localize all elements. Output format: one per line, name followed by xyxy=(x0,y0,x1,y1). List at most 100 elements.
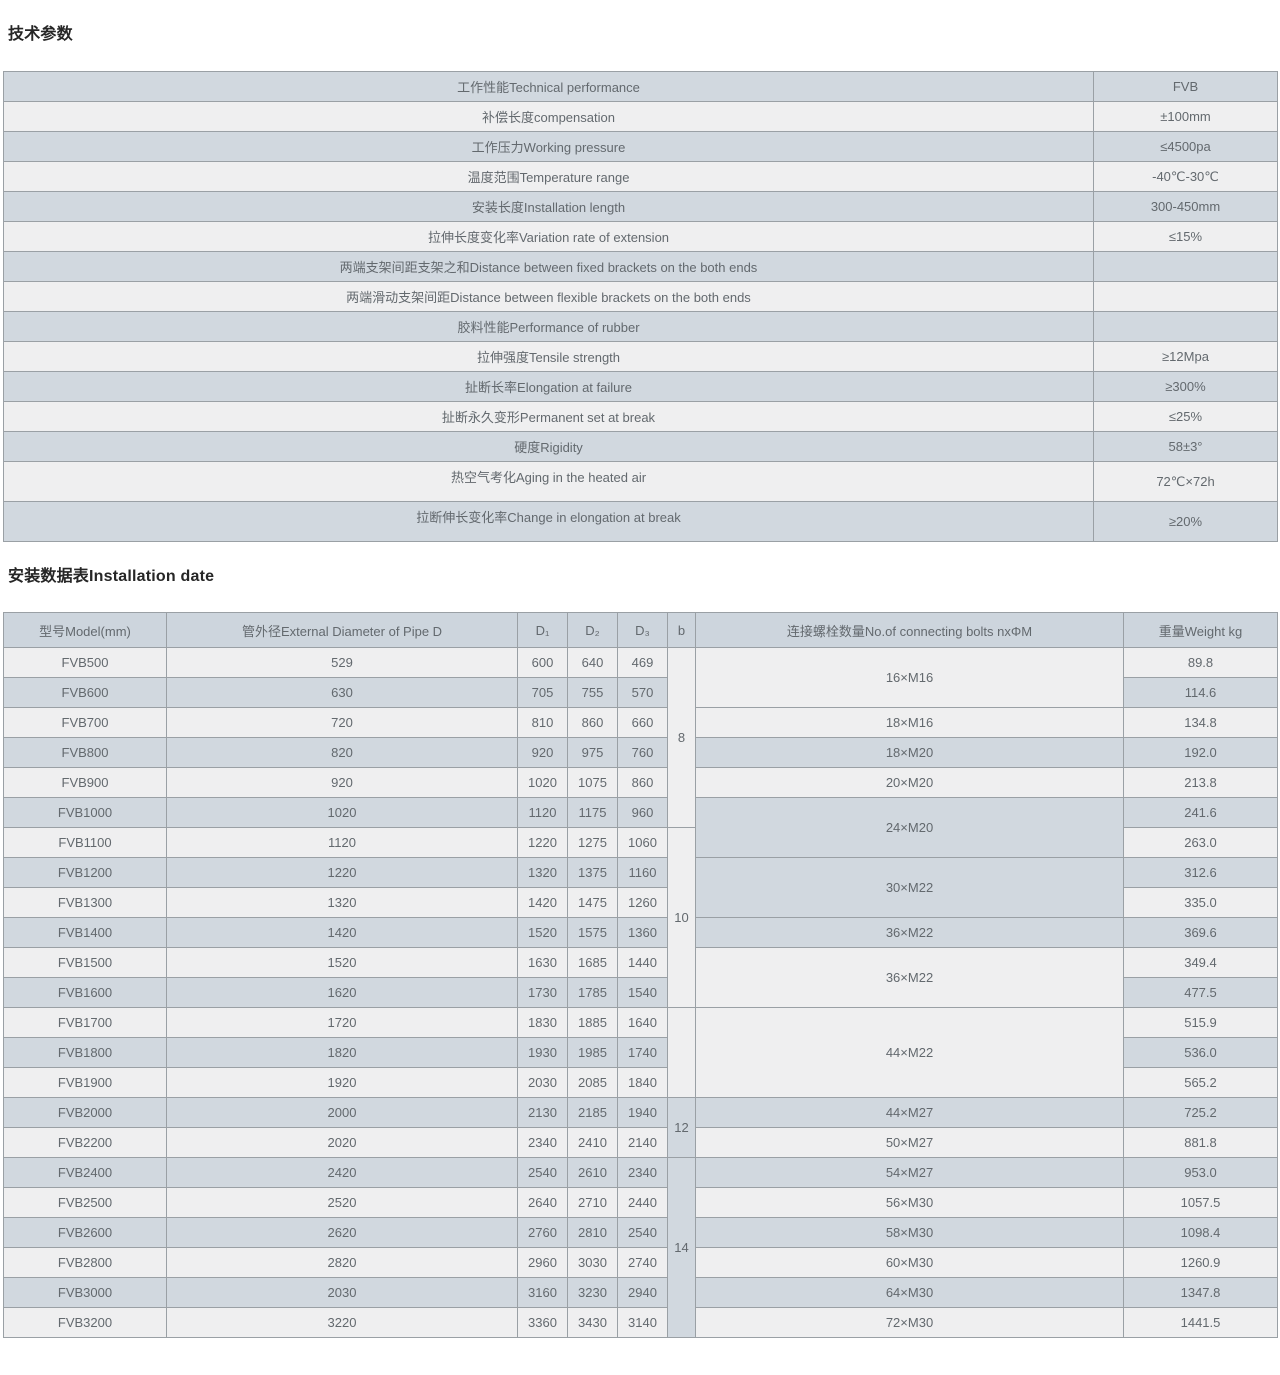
d3-cell: 760 xyxy=(617,737,668,768)
model-cell: FVB1700 xyxy=(3,1007,167,1038)
d2-cell: 2810 xyxy=(567,1217,618,1248)
tech-param-value: 58±3° xyxy=(1093,431,1278,462)
tech-param-label: 工作性能Technical performance xyxy=(3,71,1094,102)
d2-cell: 640 xyxy=(567,647,618,678)
tech-param-label: 拉伸长度变化率Variation rate of extension xyxy=(3,221,1094,252)
tech-param-label: 温度范围Temperature range xyxy=(3,161,1094,192)
d1-cell: 2540 xyxy=(517,1157,568,1188)
d3-cell: 960 xyxy=(617,797,668,828)
model-cell: FVB3200 xyxy=(3,1307,167,1338)
install-row: FVB3000 2030 3160 3230 2940 64×M30 1347.8 xyxy=(3,1277,1278,1308)
tech-param-value: ±100mm xyxy=(1093,101,1278,132)
d2-cell: 1375 xyxy=(567,857,618,888)
bolts-cell: 16×M16 xyxy=(695,647,1124,708)
b-cell: 12 xyxy=(667,1097,696,1158)
d3-cell: 1060 xyxy=(617,827,668,858)
d2-cell: 1575 xyxy=(567,917,618,948)
bolts-cell: 36×M22 xyxy=(695,917,1124,948)
pipe-diameter-cell: 1820 xyxy=(166,1037,518,1068)
model-cell: FVB1000 xyxy=(3,797,167,828)
d1-cell: 1830 xyxy=(517,1007,568,1038)
bolts-cell: 18×M16 xyxy=(695,707,1124,738)
tech-param-row: 热空气考化Aging in the heated air 72℃×72h xyxy=(3,461,1278,502)
weight-cell: 263.0 xyxy=(1123,827,1278,858)
pipe-diameter-cell: 1120 xyxy=(166,827,518,858)
d3-cell: 660 xyxy=(617,707,668,738)
bolts-cell: 54×M27 xyxy=(695,1157,1124,1188)
install-row: FVB2600 2620 2760 2810 2540 58×M30 1098.4 xyxy=(3,1217,1278,1248)
d2-cell: 1475 xyxy=(567,887,618,918)
model-cell: FVB1300 xyxy=(3,887,167,918)
b-cell: 8 xyxy=(667,647,696,828)
col-header-bolts: 连接螺栓数量No.of connecting bolts nxΦM xyxy=(695,612,1124,648)
tech-param-value: 72℃×72h xyxy=(1093,461,1278,502)
d3-cell: 2140 xyxy=(617,1127,668,1158)
tech-param-row: 扯断永久变形Permanent set at break ≤25% xyxy=(3,401,1278,432)
d3-cell: 3140 xyxy=(617,1307,668,1338)
weight-cell: 312.6 xyxy=(1123,857,1278,888)
tech-param-value xyxy=(1093,281,1278,312)
install-row: FVB800 820 920 975 760 18×M20 192.0 xyxy=(3,737,1278,768)
model-cell: FVB1600 xyxy=(3,977,167,1008)
d1-cell: 3360 xyxy=(517,1307,568,1338)
install-row: FVB1200 1220 1320 1375 1160 30×M22 312.6 xyxy=(3,857,1278,918)
bolts-cell: 24×M20 xyxy=(695,797,1124,858)
d2-cell: 1885 xyxy=(567,1007,618,1038)
tech-param-row: 补偿长度compensation ±100mm xyxy=(3,101,1278,132)
d2-cell: 975 xyxy=(567,737,618,768)
d1-cell: 2640 xyxy=(517,1187,568,1218)
install-row: FVB700 720 810 860 660 18×M16 134.8 xyxy=(3,707,1278,738)
bolts-cell: 64×M30 xyxy=(695,1277,1124,1308)
weight-cell: 1098.4 xyxy=(1123,1217,1278,1248)
d2-cell: 755 xyxy=(567,677,618,708)
d3-cell: 2440 xyxy=(617,1187,668,1218)
install-row: FVB900 920 1020 1075 860 20×M20 213.8 xyxy=(3,767,1278,798)
tech-param-row: 安装长度Installation length 300-450mm xyxy=(3,191,1278,222)
bolts-cell: 20×M20 xyxy=(695,767,1124,798)
pipe-diameter-cell: 1520 xyxy=(166,947,518,978)
bolts-cell: 44×M22 xyxy=(695,1007,1124,1098)
d2-cell: 1075 xyxy=(567,767,618,798)
weight-cell: 369.6 xyxy=(1123,917,1278,948)
col-header-weight: 重量Weight kg xyxy=(1123,612,1278,648)
tech-param-value: -40℃-30℃ xyxy=(1093,161,1278,192)
model-cell: FVB2200 xyxy=(3,1127,167,1158)
d1-cell: 810 xyxy=(517,707,568,738)
pipe-diameter-cell: 2030 xyxy=(166,1277,518,1308)
d3-cell: 860 xyxy=(617,767,668,798)
install-header-row: 型号Model(mm) 管外径External Diameter of Pipe … xyxy=(3,612,1278,648)
pipe-diameter-cell: 529 xyxy=(166,647,518,678)
model-cell: FVB2000 xyxy=(3,1097,167,1128)
d3-cell: 1840 xyxy=(617,1067,668,1098)
b-cell xyxy=(667,1007,696,1098)
tech-param-label: 拉伸强度Tensile strength xyxy=(3,341,1094,372)
pipe-diameter-cell: 1320 xyxy=(166,887,518,918)
pipe-diameter-cell: 2820 xyxy=(166,1247,518,1278)
tech-param-label: 两端滑动支架间距Distance between flexible bracke… xyxy=(3,281,1094,312)
model-cell: FVB2500 xyxy=(3,1187,167,1218)
d2-cell: 1985 xyxy=(567,1037,618,1068)
bolts-cell: 18×M20 xyxy=(695,737,1124,768)
weight-cell: 1347.8 xyxy=(1123,1277,1278,1308)
d1-cell: 2960 xyxy=(517,1247,568,1278)
d2-cell: 3230 xyxy=(567,1277,618,1308)
pipe-diameter-cell: 3220 xyxy=(166,1307,518,1338)
model-cell: FVB1200 xyxy=(3,857,167,888)
pipe-diameter-cell: 2520 xyxy=(166,1187,518,1218)
d3-cell: 2340 xyxy=(617,1157,668,1188)
pipe-diameter-cell: 1720 xyxy=(166,1007,518,1038)
install-row: FVB3200 3220 3360 3430 3140 72×M30 1441.5 xyxy=(3,1307,1278,1338)
pipe-diameter-cell: 1620 xyxy=(166,977,518,1008)
d1-cell: 1120 xyxy=(517,797,568,828)
d3-cell: 1160 xyxy=(617,857,668,888)
col-header-b: b xyxy=(667,612,696,648)
tech-params-table: 工作性能Technical performance FVB 补偿长度compensa… xyxy=(3,71,1278,542)
d3-cell: 1360 xyxy=(617,917,668,948)
tech-param-label: 硬度Rigidity xyxy=(3,431,1094,462)
model-cell: FVB3000 xyxy=(3,1277,167,1308)
pipe-diameter-cell: 1920 xyxy=(166,1067,518,1098)
model-cell: FVB1900 xyxy=(3,1067,167,1098)
tech-param-value: ≤25% xyxy=(1093,401,1278,432)
weight-cell: 477.5 xyxy=(1123,977,1278,1008)
tech-param-row: 拉伸强度Tensile strength ≥12Mpa xyxy=(3,341,1278,372)
